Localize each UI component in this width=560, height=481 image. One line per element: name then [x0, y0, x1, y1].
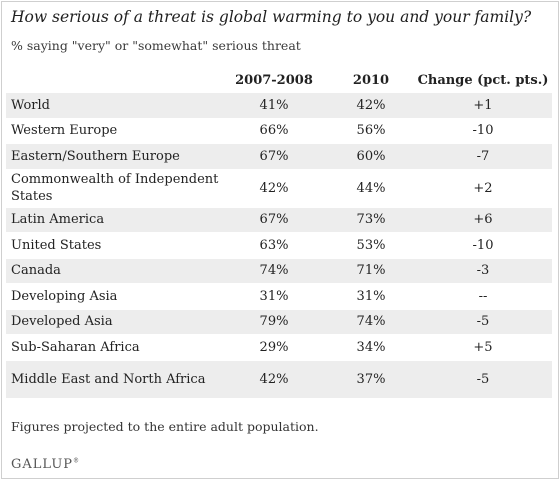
table-row: Sub-Saharan Africa 29% 34% +5	[6, 334, 552, 360]
table-row: Middle East and North Africa 42% 37% -5	[6, 359, 552, 398]
table-body: World 41% 42% +1 Western Europe 66% 56% -10 East…	[6, 92, 552, 398]
change-cell: -5	[414, 308, 552, 335]
region-cell: Eastern/Southern Europe	[6, 143, 220, 169]
value-2010-cell: 60%	[328, 143, 414, 169]
column-header-change: Change (pct. pts.)	[417, 72, 549, 88]
chart-subtitle: % saying "very" or "somewhat" serious th…	[11, 38, 301, 53]
value-2007-2008-cell: 66%	[220, 117, 328, 144]
value-2007-2008-cell: 79%	[220, 308, 328, 335]
region-cell: Developed Asia	[6, 308, 220, 335]
change-cell: -3	[414, 257, 552, 284]
value-2010-cell: 71%	[328, 257, 414, 284]
value-2007-2008-cell: 74%	[220, 257, 328, 284]
value-2007-2008-cell: 42%	[220, 359, 328, 398]
table-row: Developing Asia 31% 31% --	[6, 283, 552, 309]
footnote: Figures projected to the entire adult po…	[11, 419, 319, 434]
data-table: 2007-2008 2010 Change (pct. pts.) World 4…	[6, 68, 552, 398]
table-row: Western Europe 66% 56% -10	[6, 117, 552, 144]
value-2010-cell: 73%	[328, 206, 414, 233]
table-row: United States 63% 53% -10	[6, 232, 552, 258]
region-cell: Commonwealth of Independent States	[6, 168, 220, 207]
region-cell: Latin America	[6, 206, 220, 233]
value-2010-cell: 34%	[328, 334, 414, 360]
logo-text: GALLUP	[11, 457, 74, 472]
value-2007-2008-cell: 42%	[220, 168, 328, 207]
change-cell: --	[414, 283, 552, 309]
value-2007-2008-cell: 31%	[220, 283, 328, 309]
value-2010-cell: 74%	[328, 308, 414, 335]
region-cell: Western Europe	[6, 117, 220, 144]
value-2010-cell: 31%	[328, 283, 414, 309]
column-header-2007-2008: 2007-2008	[235, 72, 313, 88]
value-2010-cell: 42%	[328, 92, 414, 118]
logo-registered-mark: ®	[73, 457, 81, 465]
change-cell: +5	[414, 334, 552, 360]
value-2010-cell: 44%	[328, 168, 414, 207]
table-row: Canada 74% 71% -3	[6, 257, 552, 284]
change-cell: -10	[414, 232, 552, 258]
gallup-logo: GALLUP®	[11, 457, 80, 472]
region-cell: Sub-Saharan Africa	[6, 334, 220, 360]
region-cell: World	[6, 92, 220, 118]
value-2010-cell: 53%	[328, 232, 414, 258]
region-cell: United States	[6, 232, 220, 258]
change-cell: -10	[414, 117, 552, 144]
header-row: 2007-2008 2010 Change (pct. pts.)	[6, 68, 552, 93]
value-2007-2008-cell: 41%	[220, 92, 328, 118]
change-cell: -5	[414, 359, 552, 398]
region-cell: Canada	[6, 257, 220, 284]
change-cell: +2	[414, 168, 552, 207]
value-2010-cell: 37%	[328, 359, 414, 398]
table-row: World 41% 42% +1	[6, 92, 552, 118]
value-2007-2008-cell: 67%	[220, 206, 328, 233]
region-cell: Developing Asia	[6, 283, 220, 309]
table-row: Developed Asia 79% 74% -5	[6, 308, 552, 335]
column-header-region	[6, 68, 220, 93]
value-2007-2008-cell: 67%	[220, 143, 328, 169]
value-2010-cell: 56%	[328, 117, 414, 144]
chart-title: How serious of a threat is global warmin…	[11, 8, 532, 26]
change-cell: +6	[414, 206, 552, 233]
table-row: Eastern/Southern Europe 67% 60% -7	[6, 143, 552, 169]
value-2007-2008-cell: 63%	[220, 232, 328, 258]
change-cell: +1	[414, 92, 552, 118]
change-cell: -7	[414, 143, 552, 169]
table-row: Commonwealth of Independent States 42% 44%…	[6, 168, 552, 207]
table-row: Latin America 67% 73% +6	[6, 206, 552, 233]
region-cell: Middle East and North Africa	[6, 359, 220, 398]
column-header-2010: 2010	[352, 72, 390, 88]
value-2007-2008-cell: 29%	[220, 334, 328, 360]
